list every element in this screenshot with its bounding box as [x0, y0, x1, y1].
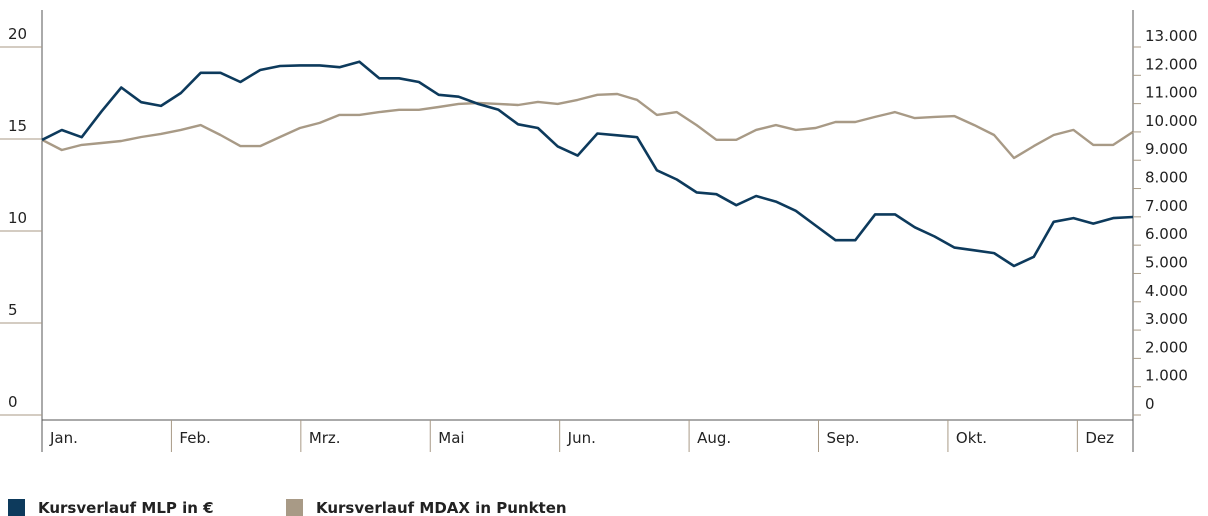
x-tick-label: Aug. [697, 429, 731, 447]
y2-tick-label: 4.000 [1145, 282, 1188, 300]
y2-tick-label: 11.000 [1145, 84, 1198, 102]
x-tick-label: Feb. [179, 429, 210, 447]
y2-tick-label: 3.000 [1145, 310, 1188, 328]
y2-tick-label: 10.000 [1145, 112, 1198, 130]
y2-tick-label: 8.000 [1145, 169, 1188, 187]
legend-swatch [286, 499, 303, 516]
y2-tick-label: 0 [1145, 395, 1155, 413]
y2-tick-label: 9.000 [1145, 140, 1188, 158]
x-tick-label: Mai [438, 429, 464, 447]
y2-tick-label: 6.000 [1145, 225, 1188, 243]
y2-tick-label: 7.000 [1145, 197, 1188, 215]
legend-swatch [8, 499, 25, 516]
y2-tick-label: 12.000 [1145, 55, 1198, 73]
x-tick-label: Dez [1085, 429, 1114, 447]
y2-tick-label: 13.000 [1145, 27, 1198, 45]
x-tick-label: Okt. [956, 429, 987, 447]
legend-label: Kursverlauf MDAX in Punkten [316, 499, 567, 516]
y-tick-label: 5 [8, 301, 18, 319]
y-tick-label: 10 [8, 209, 27, 227]
series-line [41, 92, 1134, 160]
y2-tick-label: 5.000 [1145, 253, 1188, 271]
x-tick-label: Jan. [49, 429, 78, 447]
x-tick-label: Sep. [827, 429, 860, 447]
y2-tick-label: 2.000 [1145, 338, 1188, 356]
series-line [41, 60, 1134, 268]
x-tick-label: Jun. [567, 429, 596, 447]
x-tick-label: Mrz. [309, 429, 341, 447]
y-tick-label: 15 [8, 117, 27, 135]
y-tick-label: 20 [8, 25, 27, 43]
legend-label: Kursverlauf MLP in € [38, 499, 214, 516]
y-tick-label: 0 [8, 393, 18, 411]
y2-tick-label: 1.000 [1145, 367, 1188, 385]
